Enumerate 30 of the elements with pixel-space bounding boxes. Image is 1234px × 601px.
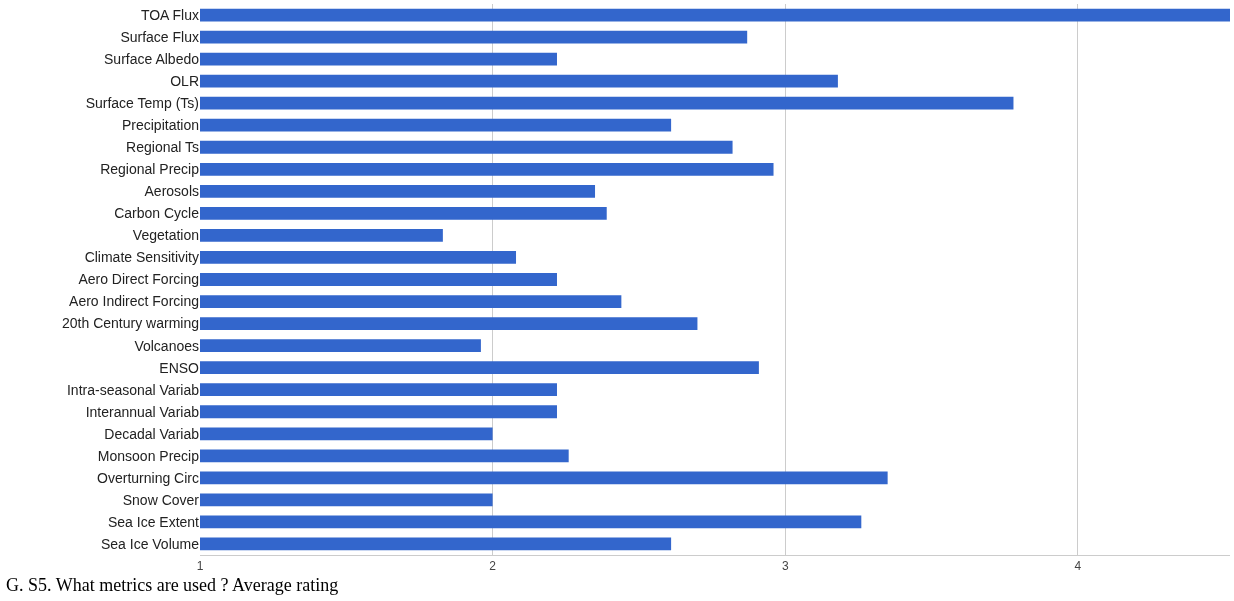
y-tick-label: Surface Albedo xyxy=(104,51,200,67)
y-tick-label: Regional Precip xyxy=(100,161,200,178)
y-tick-label: Climate Sensitivity xyxy=(84,249,199,266)
y-tick-label: Monsoon Precip xyxy=(97,447,200,464)
y-tick-label: Aero Direct Forcing xyxy=(78,271,199,288)
y-tick-label: Overturning Circ xyxy=(97,469,199,486)
y-tick-label: Snow Cover xyxy=(122,491,200,508)
y-tick-label: 20th Century warming xyxy=(62,315,199,332)
y-tick-label: Surface Flux xyxy=(120,28,199,45)
y-tick-label: Interannual Variab xyxy=(85,403,200,420)
y-tick-label: ENSO xyxy=(159,359,200,376)
y-tick-label: Precipitation xyxy=(121,117,199,134)
y-tick-label: Vegetation xyxy=(132,227,199,244)
y-tick-label: Decadal Variab xyxy=(104,425,200,442)
x-tick-label: 2 xyxy=(489,559,497,574)
y-tick-label: Aero Indirect Forcing xyxy=(69,293,199,310)
y-tick-label: Sea Ice Extent xyxy=(107,513,200,530)
y-tick-label: Regional Ts xyxy=(126,139,199,156)
x-tick-label: 3 xyxy=(781,559,789,574)
y-tick-label: Intra-seasonal Variab xyxy=(66,381,200,398)
y-tick-label: TOA Flux xyxy=(140,6,199,23)
y-tick-label: Sea Ice Volume xyxy=(100,535,200,552)
text: G. S5. What metrics are used ? Average rating xyxy=(6,575,339,595)
x-tick-label: 1 xyxy=(196,559,204,574)
y-tick-label: Carbon Cycle xyxy=(114,205,200,222)
y-tick-label: Aerosols xyxy=(144,183,199,200)
y-tick-label: Surface Temp (Ts) xyxy=(85,95,199,112)
y-tick-label: Volcanoes xyxy=(134,337,199,354)
x-tick-label: 4 xyxy=(1074,559,1082,574)
y-tick-label: OLR xyxy=(170,73,199,90)
